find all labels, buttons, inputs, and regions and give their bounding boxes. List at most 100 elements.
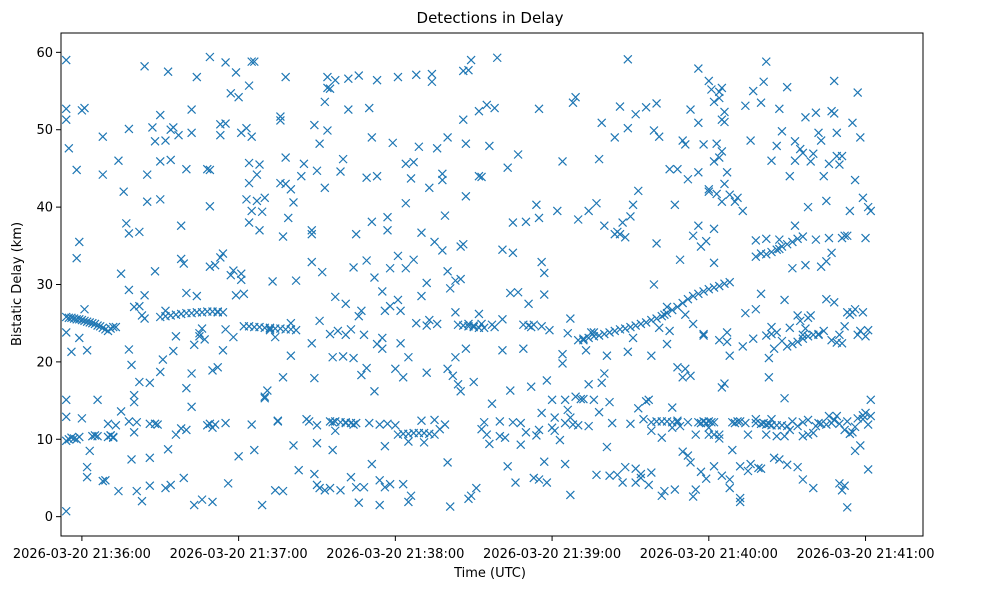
data-point	[761, 249, 771, 259]
data-point	[74, 333, 84, 343]
data-point	[623, 123, 633, 133]
y-tick-label: 30	[36, 278, 53, 293]
data-point	[205, 52, 215, 62]
data-point	[748, 86, 758, 96]
data-point	[200, 335, 210, 344]
data-point	[403, 352, 413, 362]
data-point	[150, 266, 160, 276]
data-point	[315, 483, 325, 493]
data-point	[657, 433, 667, 443]
y-tick-label: 20	[36, 355, 53, 370]
data-point	[819, 171, 829, 181]
data-point	[780, 295, 789, 305]
data-point	[592, 470, 601, 480]
data-point	[325, 84, 335, 94]
data-point	[581, 345, 591, 355]
data-point	[346, 324, 356, 334]
data-point	[667, 423, 677, 433]
data-point	[751, 252, 761, 262]
data-point	[163, 444, 173, 454]
data-point	[114, 156, 123, 166]
data-point	[281, 72, 291, 82]
data-point	[289, 441, 298, 450]
data-point	[377, 287, 387, 296]
data-point	[236, 275, 246, 285]
data-point	[855, 441, 865, 450]
data-point	[615, 102, 625, 111]
data-point	[406, 174, 416, 183]
data-point	[795, 316, 805, 326]
data-point	[474, 106, 484, 116]
data-point	[456, 274, 466, 284]
data-point	[197, 324, 207, 334]
data-point	[686, 371, 695, 381]
data-point	[686, 105, 695, 115]
data-point	[662, 308, 672, 318]
data-point	[814, 330, 823, 340]
data-point	[291, 276, 301, 286]
data-point	[205, 262, 215, 272]
data-point	[370, 386, 379, 396]
data-point	[605, 328, 614, 337]
data-points	[61, 52, 876, 516]
data-point	[699, 287, 709, 296]
data-point	[228, 332, 238, 342]
data-point	[610, 326, 620, 336]
data-point	[795, 144, 805, 154]
data-point	[484, 439, 494, 449]
data-point	[61, 328, 71, 337]
data-point	[61, 104, 71, 114]
data-point	[129, 397, 139, 407]
data-point	[242, 194, 251, 204]
data-point	[840, 425, 850, 435]
data-point	[720, 107, 729, 117]
data-point	[508, 218, 518, 228]
data-point	[390, 420, 400, 430]
data-point	[93, 321, 102, 330]
data-point	[704, 184, 714, 194]
data-point	[563, 328, 573, 338]
data-point	[673, 164, 682, 174]
data-point	[181, 425, 191, 435]
data-point	[584, 379, 594, 389]
data-point	[153, 420, 163, 429]
data-point	[704, 187, 714, 197]
data-point	[712, 139, 722, 149]
data-point	[257, 500, 267, 510]
data-point	[268, 276, 278, 286]
data-point	[286, 184, 296, 194]
data-point	[774, 244, 784, 254]
data-point	[275, 116, 285, 125]
data-point	[714, 153, 724, 163]
data-point	[466, 491, 476, 501]
data-point	[498, 345, 507, 355]
data-point	[124, 285, 134, 295]
data-point	[542, 478, 552, 488]
data-point	[192, 72, 202, 82]
data-point	[189, 500, 199, 510]
data-point	[558, 349, 567, 359]
data-point	[733, 193, 742, 203]
x-tick-label: 2026-03-20 21:41:00	[796, 547, 934, 562]
data-point	[341, 299, 351, 309]
data-point	[714, 434, 724, 443]
data-point	[829, 109, 839, 118]
data-point	[780, 393, 789, 403]
data-point	[787, 263, 797, 273]
data-point	[837, 485, 847, 495]
data-point	[393, 251, 403, 261]
x-tick-label: 2026-03-20 21:36:00	[13, 547, 151, 562]
data-point	[571, 392, 581, 402]
data-point	[610, 133, 620, 142]
data-point	[709, 461, 719, 471]
data-point	[537, 257, 547, 267]
data-point	[633, 186, 643, 196]
data-point	[646, 468, 656, 477]
data-point	[840, 231, 850, 241]
data-point	[383, 212, 392, 222]
data-point	[323, 126, 332, 135]
data-point	[176, 221, 186, 231]
data-point	[312, 420, 322, 430]
data-point	[103, 419, 113, 429]
data-point	[790, 221, 800, 231]
